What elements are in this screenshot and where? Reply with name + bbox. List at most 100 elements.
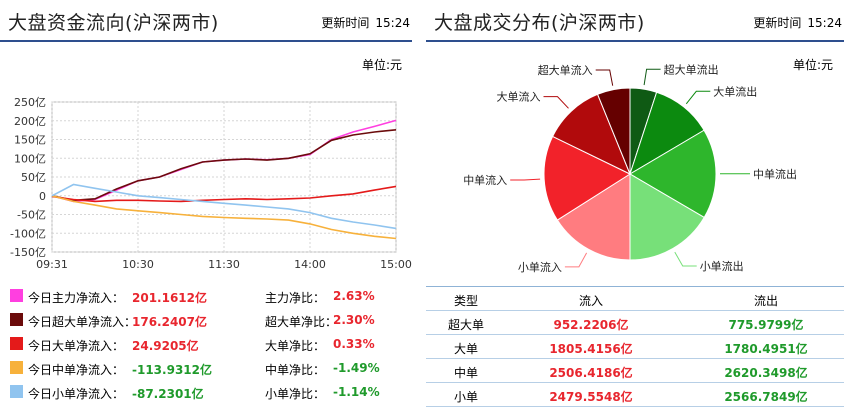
pie-leader-line	[543, 96, 569, 109]
table-header-cell: 流出	[753, 294, 778, 308]
flow-row: 今日中单净流入： -113.9312亿 中单净比： -1.49%	[0, 356, 410, 380]
fund-flow-header: 大盘资金流向(沪深两市) 更新时间 15:24	[0, 0, 412, 42]
legend-swatch	[10, 361, 23, 374]
pie-leader-line	[595, 69, 614, 86]
ratio-label: 小单净比：	[265, 387, 326, 401]
table-row: 小单 2479.5548亿 2566.7849亿	[426, 383, 844, 407]
y-tick-label: 150亿	[14, 134, 46, 147]
pie-slice-label: 中单流出	[753, 167, 797, 181]
ratio-label: 中单净比：	[265, 363, 326, 377]
flow-row: 今日小单净流入： -87.2301亿 小单净比： -1.14%	[0, 380, 410, 404]
y-tick-label: -50亿	[17, 209, 46, 222]
trade-distribution-table: 类型 流入 流出超大单 952.2206亿 775.9799亿大单 1805.4156亿 1…	[426, 286, 844, 407]
pie-slice-label: 小单流入	[518, 260, 562, 274]
pie-slice-label: 超大单流出	[664, 62, 719, 76]
table-header-cell: 类型	[453, 294, 478, 308]
ratio-value: 2.30%	[333, 313, 375, 327]
trade-distribution-header: 大盘成交分布(沪深两市) 更新时间 15:24	[426, 0, 844, 42]
pie-leader-line	[685, 90, 711, 105]
y-tick-label: 0	[39, 190, 46, 203]
table-cell: 775.9799亿	[728, 318, 804, 332]
legend-swatch	[10, 289, 23, 302]
pie-leader-line	[564, 252, 588, 268]
table-cell: 中单	[453, 366, 478, 380]
table-row: 大单 1805.4156亿 1780.4951亿	[426, 335, 844, 359]
pie-slice	[629, 129, 717, 219]
pie-slice	[543, 135, 632, 221]
table-cell: 2479.5548亿	[549, 390, 633, 404]
pie-slice	[629, 173, 705, 261]
y-tick-label: 200亿	[14, 115, 46, 128]
pie-leader-line	[643, 68, 661, 86]
y-tick-label: 250亿	[14, 96, 46, 109]
unit-label: 单位:元	[793, 58, 834, 72]
legend-swatch	[10, 385, 23, 398]
update-time: 更新时间 15:24	[321, 14, 410, 31]
table-cell: 952.2206亿	[553, 318, 629, 332]
ratio-value: -1.49%	[333, 361, 380, 375]
table-cell: 1780.4951亿	[724, 342, 808, 356]
pie-slice	[629, 91, 705, 176]
table-cell: 大单	[453, 342, 478, 356]
table-row: 超大单 952.2206亿 775.9799亿	[426, 311, 844, 335]
table-cell: 2620.3498亿	[724, 366, 808, 380]
table-cell: 2566.7849亿	[724, 390, 808, 404]
series-line	[51, 185, 397, 203]
pie-leader-line	[674, 251, 697, 267]
table-cell: 超大单	[447, 318, 484, 332]
flow-row: 今日主力净流入： 201.1612亿 主力净比： 2.63%	[0, 284, 410, 308]
flow-label: 今日超大单净流入：	[28, 315, 137, 329]
ratio-label: 主力净比：	[265, 291, 326, 305]
y-tick-label: -150亿	[10, 246, 46, 259]
table-cell: 2506.4186亿	[549, 366, 633, 380]
flow-label: 今日大单净流入：	[28, 339, 125, 353]
flow-value: 24.9205亿	[132, 339, 199, 353]
x-tick-label: 10:30	[122, 258, 154, 271]
pie-slice	[556, 173, 631, 261]
flow-label: 今日小单净流入：	[28, 387, 125, 401]
flow-label: 今日主力净流入：	[28, 291, 125, 305]
ratio-value: -1.14%	[333, 385, 380, 399]
ratio-label: 超大单净比：	[265, 315, 338, 329]
pie-slice-label: 中单流入	[463, 173, 507, 187]
series-line	[51, 183, 397, 230]
update-time-label: 更新时间	[321, 16, 370, 30]
legend-swatch	[10, 337, 23, 350]
series-line	[51, 129, 397, 202]
trade-distribution-panel: 大盘成交分布(沪深两市) 更新时间 15:24 单位:元 超大单流出 大单流出 中单流…	[426, 0, 844, 413]
update-time-value: 15:24	[807, 16, 842, 30]
pie-slice-label: 大单流入	[497, 90, 541, 104]
pie-leader-line	[510, 178, 541, 181]
x-tick-label: 14:00	[294, 258, 326, 271]
table-row: 中单 2506.4186亿 2620.3498亿	[426, 359, 844, 383]
pie-slice	[551, 93, 631, 176]
x-tick-label: 15:00	[380, 258, 412, 271]
series-line	[51, 195, 397, 240]
x-tick-label: 11:30	[208, 258, 240, 271]
pie-slice	[596, 87, 631, 175]
ratio-label: 大单净比：	[265, 339, 326, 353]
table-header-cell: 流入	[578, 294, 603, 308]
update-time-value: 15:24	[375, 16, 410, 30]
ratio-value: 0.33%	[333, 337, 375, 351]
panel-title: 大盘成交分布(沪深两市)	[434, 12, 645, 34]
table-header-row: 类型 流入 流出	[426, 287, 844, 311]
legend-swatch	[10, 313, 23, 326]
flow-row: 今日大单净流入： 24.9205亿 大单净比： 0.33%	[0, 332, 410, 356]
update-time: 更新时间 15:24	[753, 14, 842, 31]
update-time-label: 更新时间	[753, 16, 802, 30]
panel-title: 大盘资金流向(沪深两市)	[8, 12, 219, 34]
flow-value: -87.2301亿	[132, 387, 204, 401]
flow-value: 201.1612亿	[132, 291, 208, 305]
flow-value: -113.9312亿	[132, 363, 212, 377]
pie-slice-label: 超大单流入	[538, 63, 593, 77]
pie-slice-label: 小单流出	[700, 259, 744, 273]
table-cell: 1805.4156亿	[549, 342, 633, 356]
unit-label: 单位:元	[362, 58, 403, 72]
fund-flow-panel: 大盘资金流向(沪深两市) 更新时间 15:24 单位:元 250亿 200亿 150亿…	[0, 0, 412, 413]
x-tick-label: 09:31	[36, 258, 68, 271]
flow-row: 今日超大单净流入： 176.2407亿 超大单净比： 2.30%	[0, 308, 410, 332]
flow-label: 今日中单净流入：	[28, 363, 125, 377]
